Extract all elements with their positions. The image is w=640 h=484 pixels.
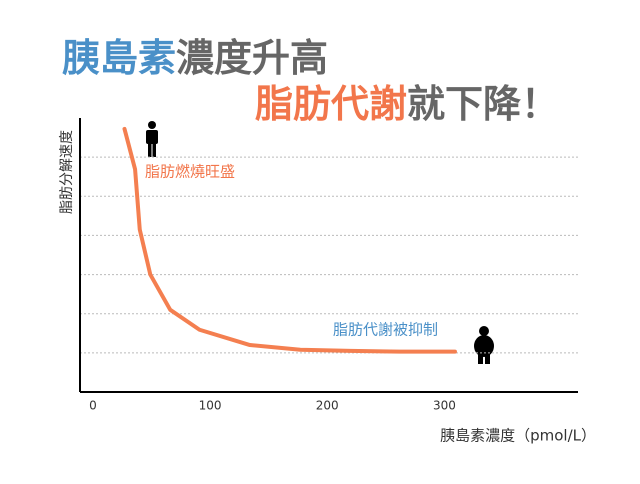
x-tick-label: 100 <box>199 399 222 413</box>
title-segment: 濃度升高 <box>176 36 328 80</box>
x-axis-label: 胰島素濃度（pmol/L） <box>440 427 596 445</box>
title-segment: 就下降！ <box>407 82 559 126</box>
title-line: 胰島素濃度升高 <box>62 36 328 80</box>
title-line: 脂肪代謝就下降！ <box>255 82 559 126</box>
annotation: 脂肪代謝被抑制 <box>333 321 438 339</box>
x-tick-label: 200 <box>316 399 339 413</box>
y-axis-label: 脂肪分解速度 <box>59 130 75 214</box>
person-thin <box>146 121 158 157</box>
title-segment: 脂肪代謝 <box>255 82 407 126</box>
line-series <box>122 126 457 354</box>
x-tick-label: 0 <box>89 399 97 413</box>
annotation: 脂肪燃燒旺盛 <box>145 163 235 181</box>
person-fat <box>474 326 494 364</box>
x-tick-label: 300 <box>433 399 456 413</box>
title-segment: 胰島素 <box>62 36 176 80</box>
